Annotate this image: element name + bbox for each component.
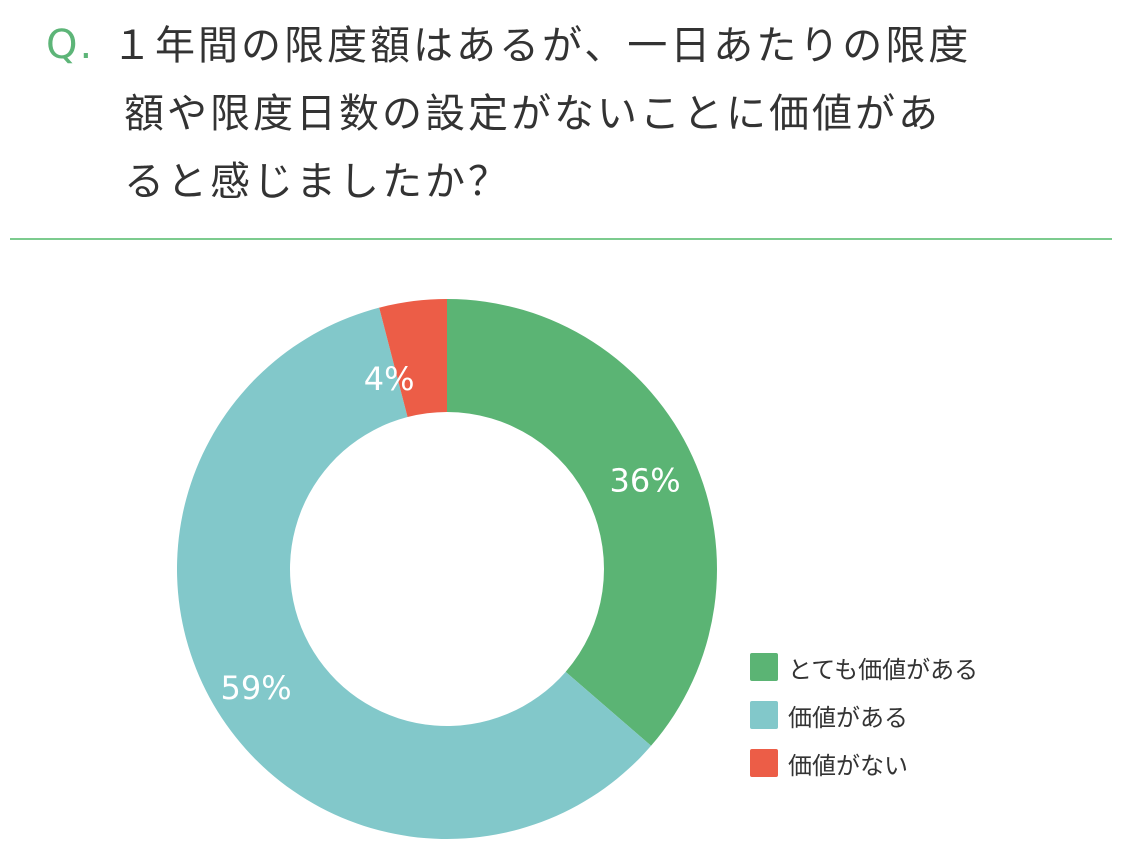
legend-swatch-very-valuable (750, 653, 778, 681)
question-line-1: １年間の限度額はあるが、一日あたりの限度 (112, 23, 972, 69)
donut-slice (447, 299, 717, 746)
legend-item-not-valuable: 価値がない (750, 739, 978, 787)
legend-item-very-valuable: とても価値がある (750, 643, 978, 691)
slice-percent-label: 4% (364, 360, 415, 398)
question-line-3: ると感じましたか？ (124, 159, 511, 205)
donut-slice (379, 299, 447, 418)
legend-item-valuable: 価値がある (750, 691, 978, 739)
slice-percent-label: 59% (220, 669, 291, 707)
legend-label: とても価値がある (788, 655, 979, 684)
question-line-2: 額や限度日数の設定がないことに価値があ (124, 91, 941, 137)
legend-swatch-not-valuable (750, 749, 778, 777)
donut-slice (176, 307, 652, 840)
legend-label: 価値がある (788, 703, 908, 732)
question-prefix: Q. (46, 22, 95, 68)
divider-line (10, 238, 1112, 240)
chart-legend: とても価値がある 価値がある 価値がない (750, 643, 978, 787)
legend-label: 価値がない (788, 751, 908, 780)
donut-chart: 36% 59% 4% (176, 299, 717, 840)
slice-percent-label: 36% (610, 462, 681, 500)
chart-area: 36% 59% 4% とても価値がある 価値がある 価値がない (0, 250, 1126, 865)
legend-swatch-valuable (750, 701, 778, 729)
